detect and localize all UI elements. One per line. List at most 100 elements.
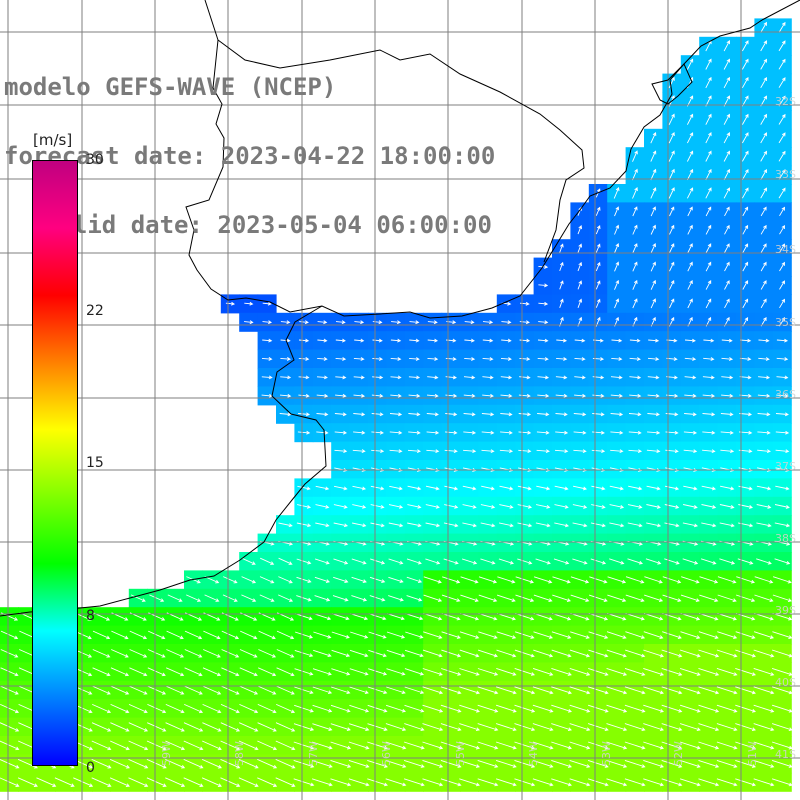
wind-arrow <box>129 630 148 640</box>
wind-arrow <box>514 667 535 676</box>
wind-arrow <box>632 187 638 199</box>
colorbar-tick-8: 8 <box>86 608 95 624</box>
wind-arrow <box>0 685 19 695</box>
wind-arrow <box>669 279 675 290</box>
wind-arrow <box>775 430 790 435</box>
wind-arrow <box>409 320 420 325</box>
wind-arrow <box>629 338 641 343</box>
wind-arrow <box>668 168 675 181</box>
wind-arrow <box>669 298 675 309</box>
wind-arrow <box>495 741 517 750</box>
wind-arrow <box>627 522 643 528</box>
wind-arrow <box>742 187 749 199</box>
wind-arrow <box>723 132 730 144</box>
wind-arrow <box>760 298 767 309</box>
wind-arrow <box>701 504 717 509</box>
wind-arrow <box>644 576 663 584</box>
wind-arrow <box>632 243 638 254</box>
wind-arrow <box>760 224 767 235</box>
wind-arrow <box>404 668 424 676</box>
wind-arrow <box>735 649 756 658</box>
wind-arrow <box>650 279 656 290</box>
wind-arrow <box>422 759 444 768</box>
wind-arrow <box>425 522 441 528</box>
wind-arrow <box>440 704 462 713</box>
wind-arrow <box>463 393 476 398</box>
wind-arrow <box>739 357 752 361</box>
wind-arrow <box>536 504 551 509</box>
wind-arrow <box>388 595 404 602</box>
wind-arrow <box>643 667 664 676</box>
wind-arrow <box>296 595 312 602</box>
wind-arrow <box>427 338 439 343</box>
wind-arrow <box>367 686 388 695</box>
wind-arrow <box>742 132 749 144</box>
forecast-date: forecast date: 2023-04-22 18:00:00 <box>4 142 496 170</box>
wind-arrow <box>591 449 606 454</box>
wind-arrow <box>478 594 498 602</box>
wind-arrow <box>482 357 494 361</box>
wind-arrow <box>779 224 785 235</box>
wind-arrow <box>389 430 403 435</box>
wind-arrow <box>668 131 675 144</box>
wind-arrow <box>756 485 772 491</box>
wind-arrow <box>406 558 422 565</box>
wind-arrow <box>517 558 533 565</box>
wind-arrow <box>574 357 586 361</box>
wind-arrow <box>735 778 756 787</box>
wind-arrow <box>716 704 738 713</box>
wind-arrow <box>244 320 254 325</box>
wind-arrow <box>569 686 591 695</box>
wind-arrow <box>614 298 620 309</box>
wind-arrow <box>610 393 623 398</box>
wind-arrow <box>385 778 407 787</box>
wind-arrow <box>723 113 730 125</box>
wind-arrow <box>459 704 480 713</box>
wind-arrow <box>441 668 462 676</box>
wind-arrow <box>551 723 572 732</box>
wind-arrow <box>771 723 793 732</box>
wind-arrow <box>686 113 694 125</box>
wind-arrow <box>532 704 554 713</box>
wind-arrow <box>481 412 495 417</box>
wind-arrow <box>259 576 275 584</box>
wind-arrow <box>742 168 749 181</box>
wind-arrow <box>276 703 296 714</box>
wind-arrow <box>348 741 370 750</box>
wind-arrow <box>719 522 735 528</box>
wind-arrow <box>348 759 370 768</box>
wind-arrow <box>756 522 772 528</box>
wind-arrow <box>779 280 785 290</box>
wind-arrow <box>753 778 775 787</box>
wind-arrow <box>555 393 568 398</box>
wind-arrow <box>276 667 295 677</box>
wind-arrow <box>333 504 348 509</box>
wind-arrow <box>298 375 310 380</box>
wind-arrow <box>390 338 402 343</box>
wind-arrow <box>184 630 203 640</box>
wind-arrow <box>716 723 738 732</box>
wind-arrow <box>610 412 624 417</box>
wind-arrow <box>680 631 701 639</box>
wind-arrow <box>184 667 203 677</box>
wind-arrow <box>573 485 588 491</box>
wind-arrow <box>201 758 222 769</box>
wind-arrow <box>352 504 367 509</box>
wind-arrow <box>587 778 609 787</box>
wind-arrow <box>760 206 767 217</box>
wind-arrow <box>552 576 571 584</box>
wind-arrow <box>650 261 656 272</box>
wind-arrow <box>778 40 786 52</box>
wind-arrow <box>703 357 715 361</box>
wind-arrow <box>280 338 291 343</box>
wind-arrow <box>646 522 662 528</box>
wind-arrow <box>668 76 675 89</box>
wind-arrow <box>480 504 496 509</box>
wind-arrow <box>220 703 240 714</box>
wind-arrow <box>262 320 273 325</box>
wind-arrow <box>279 412 292 417</box>
wind-arrow <box>569 704 591 713</box>
wind-arrow <box>720 412 734 417</box>
wind-arrow <box>610 430 624 435</box>
wind-arrow <box>647 393 660 398</box>
